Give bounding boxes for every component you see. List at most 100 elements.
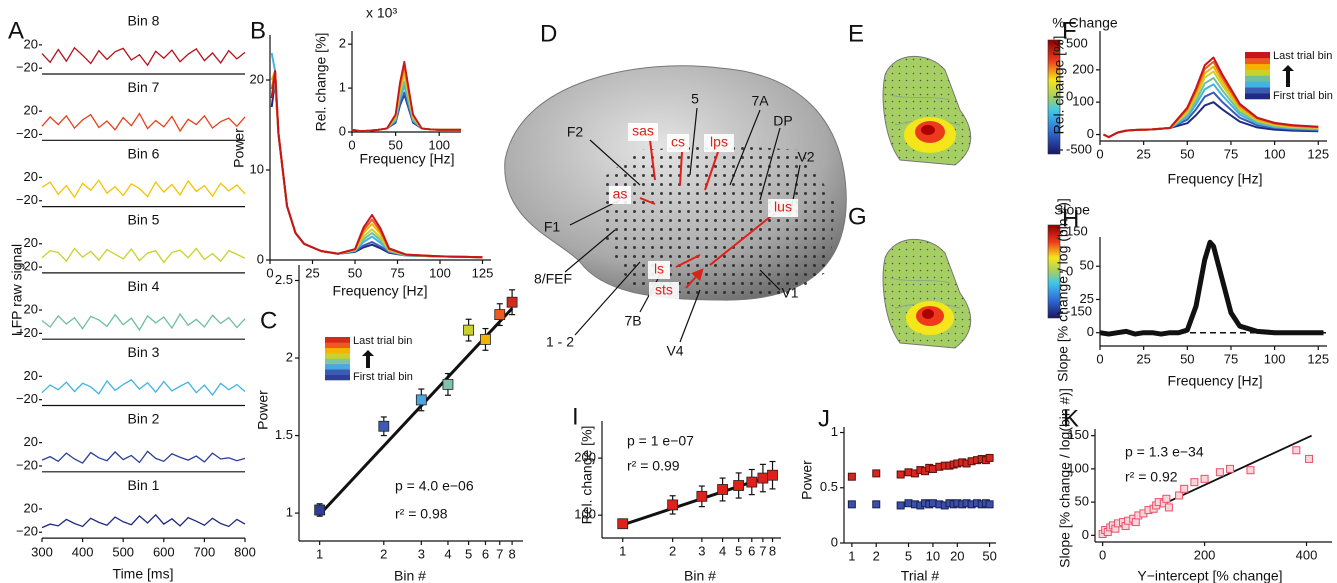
marker	[767, 469, 778, 481]
x-tick-label: 3	[698, 543, 705, 558]
y-tick-label: −20	[16, 192, 38, 207]
marker	[480, 334, 491, 345]
panel-label: F	[1062, 17, 1077, 44]
y-tick-label: 100	[1072, 94, 1094, 109]
x-tick-label: 2	[873, 548, 880, 563]
annotation: r² = 0.99	[627, 458, 680, 474]
y-tick-label: 1	[286, 505, 293, 520]
marker	[872, 500, 881, 509]
marker	[1162, 494, 1171, 503]
colorbar-tick-label: 0	[1066, 263, 1073, 278]
x-axis-label: Frequency [Hz]	[333, 283, 428, 299]
x-tick-label: 2	[669, 543, 676, 558]
marker	[667, 499, 679, 511]
x-tick-label: 1	[316, 546, 323, 561]
trace-title: Bin 2	[128, 411, 160, 427]
y-tick-label: 1	[831, 424, 838, 439]
marker	[1226, 464, 1235, 473]
x-tick-label: 1	[848, 548, 855, 563]
y-axis-label: Rel. change [%]	[313, 33, 329, 132]
x-tick-label: 3	[418, 546, 425, 561]
y-tick-label: 2.5	[275, 272, 293, 287]
x-tick-label: 100	[428, 137, 450, 152]
x-tick-label: 125	[1307, 351, 1329, 366]
y-tick-label: 50	[1080, 258, 1094, 273]
y-tick-label: −20	[16, 325, 38, 340]
legend-label: First trial bin	[1273, 90, 1333, 102]
marker	[1200, 474, 1209, 483]
marker	[896, 470, 905, 479]
legend-label: Last trial bin	[353, 335, 412, 347]
y-axis-label: Power	[255, 390, 271, 430]
sulcus-label-box	[609, 186, 631, 204]
trace	[41, 312, 246, 332]
x-tick-label: 0	[1096, 146, 1103, 161]
colorbar-tick-label: 500	[1066, 35, 1088, 50]
line	[351, 60, 461, 133]
y-axis-label: Slope [% change / log(bin #)]	[1057, 388, 1073, 568]
y-tick-label: 20	[24, 103, 38, 118]
y-tick-label: 1	[339, 80, 346, 95]
x-tick-label: 200	[1194, 547, 1216, 562]
y-tick-label: −20	[16, 259, 38, 274]
colorbar-tick-label: -500	[1066, 141, 1092, 156]
legend-swatch	[1245, 81, 1270, 88]
x-axis-label: Y−intercept [% change]	[1137, 568, 1282, 583]
y-tick-label: 25	[1080, 291, 1094, 306]
trace	[41, 112, 246, 133]
x-tick-label: 600	[153, 545, 175, 560]
y-tick-label: −20	[16, 391, 38, 406]
y-tick-label: 20	[24, 36, 38, 51]
legend-swatch	[325, 353, 350, 359]
area-label: V1	[781, 285, 798, 301]
marker	[696, 490, 708, 502]
y-axis-label: Slope [% change / log (bin #)]	[1055, 198, 1071, 382]
x-tick-label: 8	[769, 543, 776, 558]
y-tick-label: −20	[16, 60, 38, 75]
marker	[415, 394, 427, 406]
y-tick-label: 0	[831, 534, 838, 549]
marker	[506, 296, 518, 308]
area-label: F2	[567, 124, 584, 140]
x-tick-label: 50	[982, 548, 996, 563]
annotation: r² = 0.92	[1125, 469, 1178, 485]
x-tick-label: 6	[748, 543, 755, 558]
y-tick-label: 0	[1087, 324, 1094, 339]
legend-swatch	[325, 363, 350, 370]
sulcus-label-box	[704, 134, 734, 152]
panel-label: C	[260, 307, 277, 334]
x-tick-label: 125	[472, 265, 494, 280]
line	[1103, 56, 1319, 139]
colorbar-tick-label: 0	[1066, 88, 1073, 103]
y-tick-label: 0.5	[820, 479, 838, 494]
y-tick-label: 1.5	[275, 427, 293, 442]
x-tick-label: 2	[380, 546, 387, 561]
sulcus-label: lps	[710, 134, 728, 150]
legend-arrow	[1282, 65, 1294, 87]
trace-title: Bin 5	[128, 212, 160, 228]
marker	[617, 518, 629, 530]
x-tick-label: 125	[1307, 146, 1329, 161]
panel-label: I	[572, 403, 579, 430]
legend-swatch	[325, 374, 350, 381]
marker	[1175, 491, 1184, 500]
marker	[1164, 503, 1173, 512]
x-tick-label: 7	[496, 546, 503, 561]
area-label: V2	[797, 149, 814, 165]
y-tick-label: −20	[16, 126, 38, 141]
y-tick-label: 20	[250, 71, 264, 86]
marker	[1246, 466, 1255, 475]
marker	[442, 378, 454, 390]
x-tick-label: 100	[1264, 146, 1286, 161]
x-tick-label: 400	[72, 545, 94, 560]
area-label: DP	[773, 113, 792, 129]
y-tick-label: 20	[24, 368, 38, 383]
legend-swatch	[325, 337, 350, 343]
marker	[847, 472, 856, 481]
marker	[872, 469, 881, 478]
area-label: V4	[666, 343, 683, 359]
annotation: p = 4.0 e−06	[395, 478, 474, 494]
x-tick-label: 20	[950, 548, 964, 563]
area-label: 7A	[751, 93, 769, 109]
